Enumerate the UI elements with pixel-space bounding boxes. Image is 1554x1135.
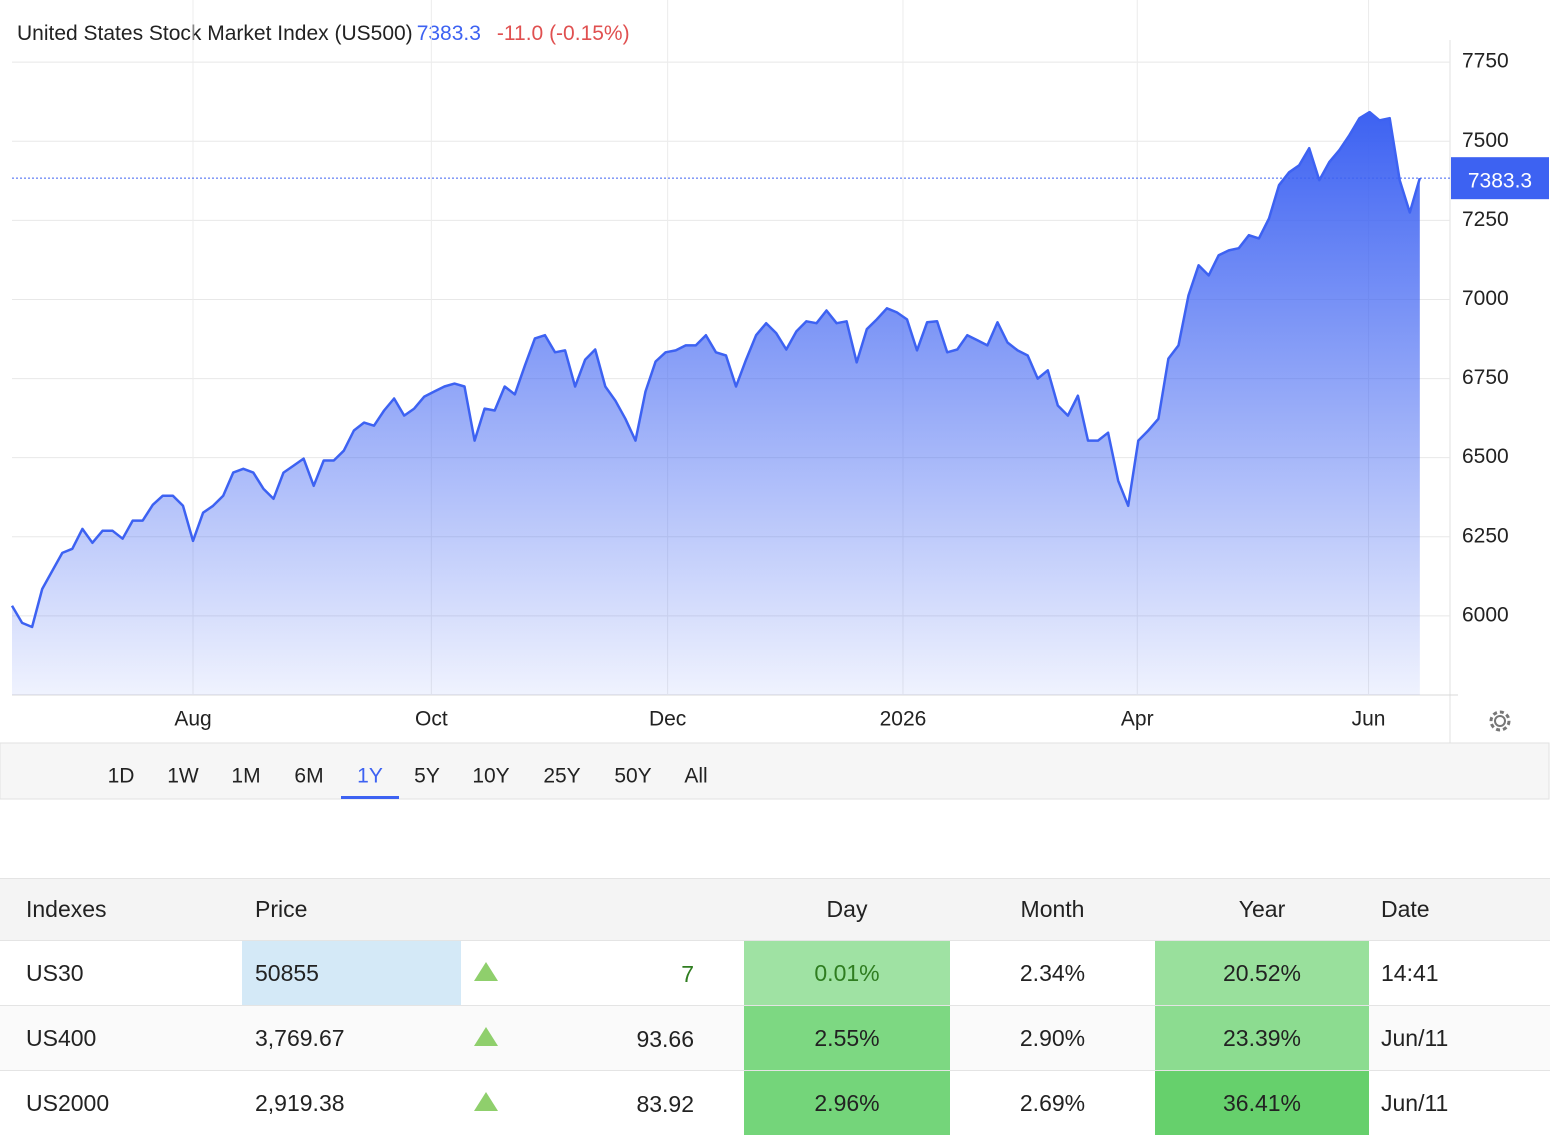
x-tick-label: Jun [1352, 708, 1386, 731]
index-name[interactable]: US2000 [0, 1071, 242, 1135]
y-tick-label: 7750 [1462, 50, 1509, 73]
index-table: Indexes Price Day Month Year Date US30 5… [0, 878, 1550, 1135]
day-pct: 0.01% [744, 941, 950, 1006]
settings-icon[interactable] [1491, 712, 1509, 730]
y-tick-label: 7250 [1462, 208, 1509, 231]
y-tick-label: 6750 [1462, 366, 1509, 389]
range-underline [341, 796, 399, 799]
table-header: Indexes Price Day Month Year Date [0, 879, 1550, 941]
year-pct: 36.41% [1155, 1071, 1369, 1135]
chart: 6000 6250 6500 6750 7000 7250 7500 7750 Aug Oct De… [0, 0, 1554, 800]
table-row[interactable]: US30 50855 7 0.01% 2.34% 20.52% 14:41 [0, 941, 1550, 1006]
date: 14:41 [1369, 941, 1550, 1006]
month-pct: 2.69% [950, 1071, 1155, 1135]
change-value: 83.92 [636, 1091, 694, 1118]
day-pct: 2.55% [744, 1006, 950, 1071]
range-button[interactable]: 1Y [357, 765, 383, 788]
up-arrow [474, 1092, 498, 1111]
year-pct: 20.52% [1155, 941, 1369, 1006]
range-button[interactable]: 50Y [614, 765, 651, 788]
price: 2,919.38 [242, 1071, 461, 1135]
col-header: Price [242, 879, 461, 941]
y-tick-label: 6000 [1462, 603, 1509, 626]
date: Jun/11 [1369, 1071, 1550, 1135]
year-pct: 23.39% [1155, 1006, 1369, 1071]
col-header: Indexes [0, 879, 242, 941]
up-arrow [474, 962, 498, 981]
x-tick-label: Dec [649, 708, 686, 731]
x-tick-label: Apr [1121, 708, 1154, 731]
range-button[interactable]: 25Y [543, 765, 580, 788]
range-button[interactable]: 10Y [472, 765, 509, 788]
y-tick-label: 6500 [1462, 445, 1509, 468]
col-header: Year [1155, 879, 1369, 941]
change-value: 93.66 [636, 1026, 694, 1053]
x-tick-label: Aug [174, 708, 211, 731]
col-header: Day [744, 879, 950, 941]
range-button[interactable]: All [684, 765, 707, 788]
x-tick-label: 2026 [880, 708, 927, 731]
table-row[interactable]: US400 3,769.67 93.66 2.55% 2.90% 23.39% … [0, 1006, 1550, 1071]
day-pct: 2.96% [744, 1071, 950, 1135]
range-button[interactable]: 1D [108, 765, 135, 788]
last-price-label: 7383.3 [1468, 170, 1532, 193]
index-name[interactable]: US30 [0, 941, 242, 1006]
col-header [461, 879, 744, 941]
y-tick-label: 6250 [1462, 524, 1509, 547]
range-button[interactable]: 1M [231, 765, 260, 788]
range-button[interactable]: 6M [294, 765, 323, 788]
change-cell: 93.66 [461, 1006, 744, 1071]
change-cell: 7 [461, 941, 744, 1006]
range-button[interactable]: 1W [167, 765, 199, 788]
month-pct: 2.34% [950, 941, 1155, 1006]
area [12, 112, 1420, 695]
col-header: Date [1369, 879, 1550, 941]
range-button[interactable]: 5Y [414, 765, 440, 788]
price: 50855 [242, 941, 461, 1006]
col-header: Month [950, 879, 1155, 941]
y-tick-label: 7000 [1462, 287, 1509, 310]
price: 3,769.67 [242, 1006, 461, 1071]
date: Jun/11 [1369, 1006, 1550, 1071]
up-arrow [474, 1027, 498, 1046]
y-tick-label: 7500 [1462, 129, 1509, 152]
change-cell: 83.92 [461, 1071, 744, 1135]
month-pct: 2.90% [950, 1006, 1155, 1071]
x-tick-label: Oct [415, 708, 448, 731]
change-value: 7 [681, 961, 694, 988]
table-row[interactable]: US2000 2,919.38 83.92 2.96% 2.69% 36.41%… [0, 1071, 1550, 1135]
index-name[interactable]: US400 [0, 1006, 242, 1071]
